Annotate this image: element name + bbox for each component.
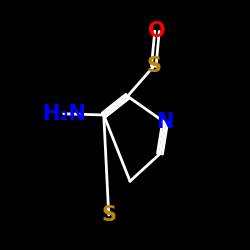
Text: S: S <box>146 56 161 76</box>
Text: H₂N: H₂N <box>42 104 86 124</box>
Text: S: S <box>101 205 116 225</box>
Text: N: N <box>156 112 174 132</box>
Text: O: O <box>148 21 166 41</box>
